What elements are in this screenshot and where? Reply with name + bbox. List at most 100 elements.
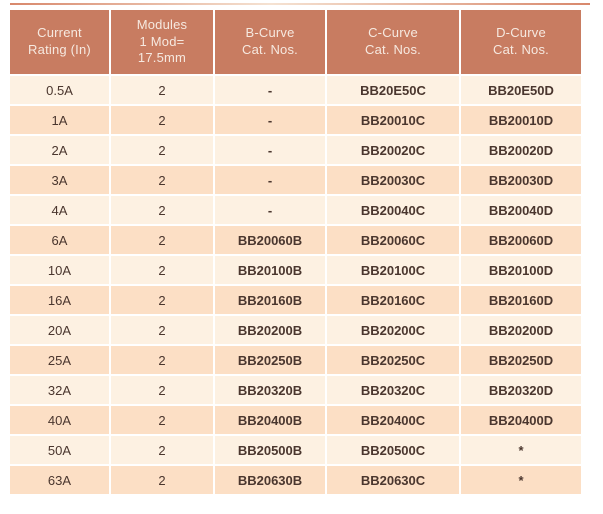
table-cell: BB20160B [215, 286, 325, 314]
table-row: 6A 2 BB20060B BB20060C BB20060D [10, 226, 581, 254]
table-cell: BB20320D [461, 376, 581, 404]
table-cell: BB20250D [461, 346, 581, 374]
table-cell: 20A [10, 316, 109, 344]
table-cell: 2 [111, 106, 213, 134]
table-cell: - [215, 196, 325, 224]
table-cell: BB20500C [327, 436, 459, 464]
column-header-line: Cat. Nos. [493, 42, 549, 57]
table-row: 50A 2 BB20500B BB20500C * [10, 436, 581, 464]
table-row: 25A 2 BB20250B BB20250C BB20250D [10, 346, 581, 374]
table-cell: BB20160D [461, 286, 581, 314]
top-divider-line [10, 3, 590, 5]
table-row: 1A 2- BB20010C BB20010D [10, 106, 581, 134]
table-cell: - [215, 106, 325, 134]
table-cell: BB20200D [461, 316, 581, 344]
table-cell: BB20E50C [327, 76, 459, 104]
column-header-line: 1 Mod= [139, 33, 185, 49]
table-cell: 1A [10, 106, 109, 134]
table-cell: BB20030D [461, 166, 581, 194]
table-cell: BB20010D [461, 106, 581, 134]
table-cell: BB20320C [327, 376, 459, 404]
table-cell: BB20250B [215, 346, 325, 374]
column-header-line: Rating (In) [28, 42, 91, 57]
table-cell: BB20400C [327, 406, 459, 434]
table-cell: 2 [111, 226, 213, 254]
table-cell: 2 [111, 376, 213, 404]
table-cell: 6A [10, 226, 109, 254]
table-cell: BB20020D [461, 136, 581, 164]
column-header-line: 17.5mm [137, 50, 187, 66]
table-row: Current Rating (In) Modules 1 Mod= 17.5mm B-C… [10, 10, 581, 74]
table-cell: 2 [111, 166, 213, 194]
table-cell: 2 [111, 316, 213, 344]
table-cell: BB20100B [215, 256, 325, 284]
table-body: 0.5A 2- BB20E50C BB20E50D 1A 2- BB20010C BB2001… [10, 76, 581, 494]
table-cell: 2 [111, 286, 213, 314]
table-header-row: Current Rating (In) Modules 1 Mod= 17.5mm B-C… [10, 10, 581, 74]
table-cell: 2 [111, 256, 213, 284]
column-header-d-curve: D-Curve Cat. Nos. [461, 10, 581, 74]
table-cell: BB20630C [327, 466, 459, 494]
table-cell: 3A [10, 166, 109, 194]
column-header-line: Modules [136, 16, 188, 32]
table-cell: BB20100C [327, 256, 459, 284]
table-cell: * [461, 466, 581, 494]
table-row: 16A 2 BB20160B BB20160C BB20160D [10, 286, 581, 314]
column-header-line: D-Curve [496, 25, 546, 41]
column-header-modules: Modules 1 Mod= 17.5mm [111, 10, 213, 74]
table-cell: 63A [10, 466, 109, 494]
table-cell: - [215, 166, 325, 194]
column-header-line: B-Curve [245, 25, 295, 41]
table-cell: 2 [111, 436, 213, 464]
table-cell: 32A [10, 376, 109, 404]
table-row: 2A 2- BB20020C BB20020D [10, 136, 581, 164]
column-header-line: Cat. Nos. [242, 42, 298, 57]
table-cell: - [215, 76, 325, 104]
table-cell: 2 [111, 346, 213, 374]
table-cell: BB20040C [327, 196, 459, 224]
table-cell: 2 [111, 196, 213, 224]
table-cell: BB20E50D [461, 76, 581, 104]
table-cell: * [461, 436, 581, 464]
table-cell: BB20400B [215, 406, 325, 434]
table-row: 20A 2 BB20200B BB20200C BB20200D [10, 316, 581, 344]
table-cell: BB20020C [327, 136, 459, 164]
column-header-current-rating: Current Rating (In) [10, 10, 109, 74]
column-header-line: C-Curve [368, 25, 418, 41]
table-cell: BB20630B [215, 466, 325, 494]
table-cell: 40A [10, 406, 109, 434]
table-cell: BB20030C [327, 166, 459, 194]
column-header-b-curve: B-Curve Cat. Nos. [215, 10, 325, 74]
table-cell: BB20320B [215, 376, 325, 404]
table-cell: 10A [10, 256, 109, 284]
table-cell: 4A [10, 196, 109, 224]
table-cell: 2 [111, 76, 213, 104]
table-cell: BB20060B [215, 226, 325, 254]
table-row: 0.5A 2- BB20E50C BB20E50D [10, 76, 581, 104]
table-cell: 25A [10, 346, 109, 374]
table-cell: BB20060C [327, 226, 459, 254]
table-cell: BB20500B [215, 436, 325, 464]
table-cell: BB20060D [461, 226, 581, 254]
table-cell: - [215, 136, 325, 164]
table-row: 63A 2 BB20630B BB20630C * [10, 466, 581, 494]
table-cell: 16A [10, 286, 109, 314]
table-cell: BB20200C [327, 316, 459, 344]
table-row: 4A 2- BB20040C BB20040D [10, 196, 581, 224]
table-row: 40A 2 BB20400B BB20400C BB20400D [10, 406, 581, 434]
table-cell: 50A [10, 436, 109, 464]
table-row: 3A 2- BB20030C BB20030D [10, 166, 581, 194]
table-cell: BB20040D [461, 196, 581, 224]
table-cell: 2 [111, 466, 213, 494]
table-cell: BB20010C [327, 106, 459, 134]
table-cell: 0.5A [10, 76, 109, 104]
table-cell: BB20250C [327, 346, 459, 374]
table-cell: BB20200B [215, 316, 325, 344]
catalog-table: Current Rating (In) Modules 1 Mod= 17.5mm B-C… [8, 8, 583, 496]
table-cell: 2 [111, 406, 213, 434]
table-row: 10A 2 BB20100B BB20100C BB20100D [10, 256, 581, 284]
table-cell: BB20100D [461, 256, 581, 284]
table-cell: BB20160C [327, 286, 459, 314]
table-row: 32A 2 BB20320B BB20320C BB20320D [10, 376, 581, 404]
